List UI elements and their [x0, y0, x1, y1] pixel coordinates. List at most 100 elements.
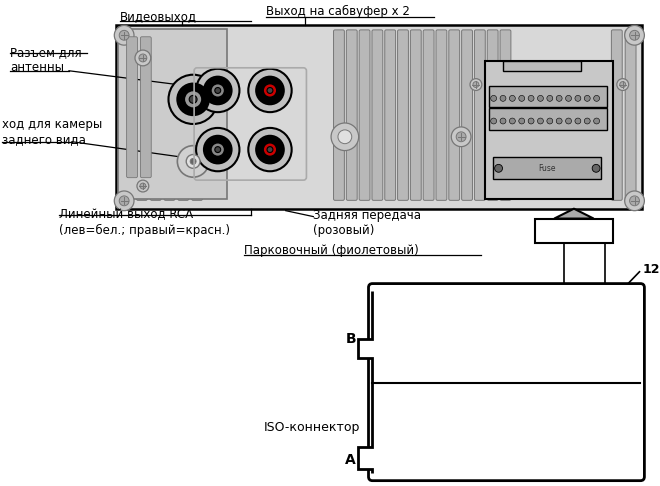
FancyBboxPatch shape — [461, 30, 473, 200]
Text: Выход на сабвуфер x 2: Выход на сабвуфер x 2 — [266, 5, 410, 18]
Circle shape — [625, 191, 644, 210]
Text: 5□: 5□ — [474, 401, 496, 414]
Circle shape — [494, 164, 502, 172]
Polygon shape — [554, 208, 593, 219]
Circle shape — [556, 95, 562, 101]
Text: 2□: 2□ — [401, 347, 422, 360]
Text: B: B — [345, 332, 356, 346]
Circle shape — [584, 118, 590, 124]
Circle shape — [168, 75, 218, 124]
Circle shape — [263, 84, 277, 97]
Circle shape — [267, 147, 273, 153]
Circle shape — [490, 118, 496, 124]
Circle shape — [211, 84, 224, 97]
Circle shape — [214, 87, 220, 93]
Bar — [492, 157, 601, 179]
Circle shape — [456, 132, 466, 142]
Circle shape — [256, 77, 284, 104]
Circle shape — [331, 123, 358, 151]
Circle shape — [500, 95, 506, 101]
Circle shape — [184, 90, 202, 108]
Circle shape — [140, 183, 146, 189]
Circle shape — [630, 196, 640, 206]
Circle shape — [204, 136, 232, 163]
FancyBboxPatch shape — [436, 30, 447, 200]
Text: ISO-коннектор: ISO-коннектор — [264, 421, 360, 434]
FancyBboxPatch shape — [346, 30, 357, 200]
Circle shape — [196, 128, 240, 171]
Circle shape — [620, 82, 626, 87]
Circle shape — [593, 95, 599, 101]
Circle shape — [135, 50, 150, 66]
Circle shape — [256, 136, 284, 163]
Circle shape — [267, 87, 273, 93]
FancyBboxPatch shape — [178, 30, 189, 200]
Bar — [535, 219, 613, 243]
Circle shape — [139, 54, 147, 62]
Text: A: A — [345, 453, 356, 467]
FancyBboxPatch shape — [411, 30, 421, 200]
Circle shape — [338, 130, 352, 144]
Circle shape — [470, 79, 482, 90]
Bar — [116, 25, 642, 208]
Circle shape — [248, 69, 292, 112]
Bar — [356, 339, 374, 359]
Text: 4□: 4□ — [438, 441, 459, 453]
Text: 12: 12 — [642, 263, 660, 277]
FancyBboxPatch shape — [385, 30, 395, 200]
Circle shape — [566, 118, 572, 124]
Text: 8□: 8□ — [510, 347, 532, 360]
Circle shape — [196, 69, 240, 112]
Circle shape — [114, 191, 134, 210]
FancyBboxPatch shape — [150, 30, 161, 200]
Circle shape — [190, 158, 196, 164]
FancyBboxPatch shape — [611, 30, 622, 200]
Circle shape — [451, 127, 471, 147]
Circle shape — [630, 30, 640, 40]
Circle shape — [119, 30, 129, 40]
Circle shape — [178, 146, 209, 177]
Circle shape — [510, 118, 515, 124]
FancyBboxPatch shape — [475, 30, 485, 200]
Circle shape — [204, 77, 232, 104]
Circle shape — [593, 118, 599, 124]
Text: 2□: 2□ — [401, 441, 422, 453]
Circle shape — [547, 118, 553, 124]
Circle shape — [566, 95, 572, 101]
Circle shape — [617, 79, 628, 90]
FancyBboxPatch shape — [164, 30, 175, 200]
FancyBboxPatch shape — [137, 30, 147, 200]
Text: Видеовыход: Видеовыход — [120, 10, 197, 23]
Circle shape — [519, 118, 525, 124]
Circle shape — [178, 84, 209, 115]
Circle shape — [528, 118, 534, 124]
Text: Разъем для
антенны: Разъем для антенны — [10, 46, 81, 74]
Circle shape — [473, 82, 479, 87]
Circle shape — [519, 95, 525, 101]
Circle shape — [510, 95, 515, 101]
Circle shape — [575, 95, 581, 101]
Text: ход для камеры
заднего вида: ход для камеры заднего вида — [2, 118, 102, 146]
Text: 8□: 8□ — [510, 441, 532, 453]
Text: 3□: 3□ — [438, 312, 459, 326]
FancyBboxPatch shape — [423, 30, 434, 200]
Circle shape — [114, 25, 134, 45]
Text: 3□: 3□ — [438, 401, 459, 414]
Circle shape — [547, 95, 553, 101]
Circle shape — [575, 118, 581, 124]
Circle shape — [214, 147, 220, 153]
Bar — [118, 29, 226, 199]
Text: 5□: 5□ — [474, 312, 496, 326]
Bar — [488, 108, 607, 130]
Text: Парковочный (фиолетовый): Парковочный (фиолетовый) — [244, 243, 419, 257]
Text: Fuse: Fuse — [538, 164, 556, 173]
Circle shape — [119, 196, 129, 206]
Circle shape — [186, 155, 200, 168]
FancyBboxPatch shape — [485, 61, 613, 199]
FancyBboxPatch shape — [449, 30, 459, 200]
Text: 6□: 6□ — [474, 441, 496, 453]
Text: 1□: 1□ — [401, 401, 422, 414]
Circle shape — [248, 128, 292, 171]
Bar — [502, 61, 581, 71]
Circle shape — [500, 118, 506, 124]
